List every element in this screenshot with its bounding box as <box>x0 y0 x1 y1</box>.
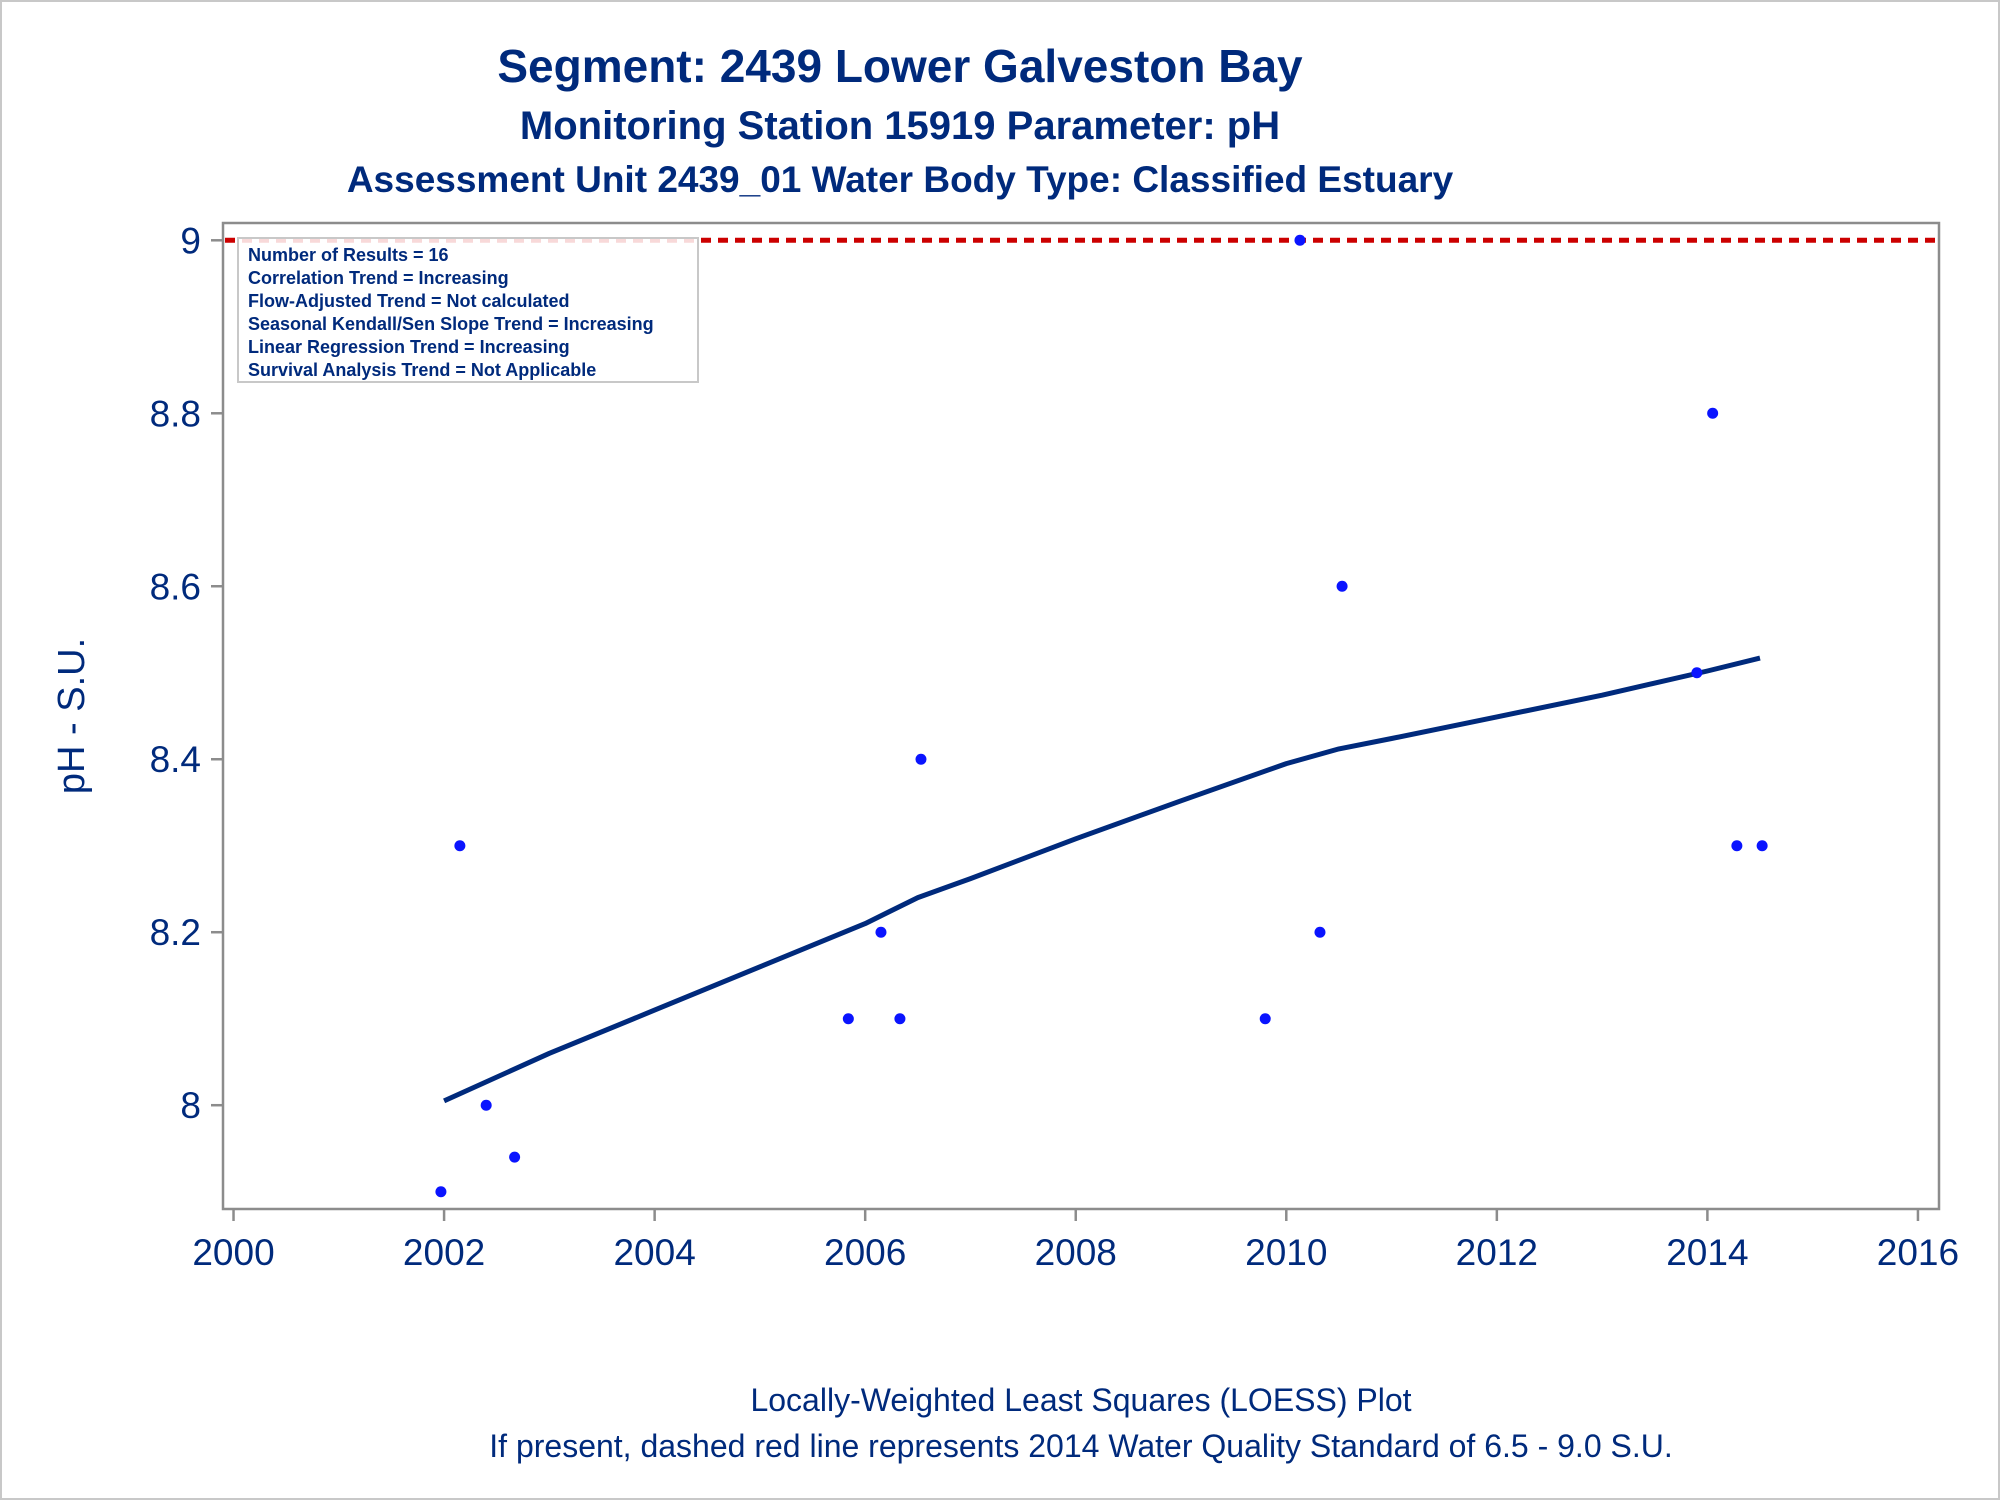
points-layer <box>435 234 1768 1198</box>
data-point <box>435 1186 447 1198</box>
data-point <box>894 1013 906 1025</box>
y-tick-label: 8.2 <box>150 912 201 953</box>
y-tick-label: 9 <box>180 220 201 261</box>
data-point <box>480 1099 492 1111</box>
footnote-1: Locally-Weighted Least Squares (LOESS) P… <box>750 1382 1411 1418</box>
x-tick-label: 2008 <box>1035 1232 1117 1273</box>
data-point <box>1314 926 1326 938</box>
trend-summary-line: Seasonal Kendall/Sen Slope Trend = Incre… <box>248 314 654 334</box>
x-tick-label: 2000 <box>192 1232 274 1273</box>
trend-summary-line: Survival Analysis Trend = Not Applicable <box>248 360 596 380</box>
plot-area <box>221 221 1941 1211</box>
data-point <box>1259 1013 1271 1025</box>
footnote-2: If present, dashed red line represents 2… <box>489 1428 1672 1464</box>
y-tick-label: 8.8 <box>150 393 201 434</box>
loess-curve <box>443 655 1761 1104</box>
y-tick-label: 8.6 <box>150 566 201 607</box>
x-tick-label: 2006 <box>824 1232 906 1273</box>
x-tick-label: 2004 <box>613 1232 695 1273</box>
trend-summary-box: Number of Results = 16 Correlation Trend… <box>237 237 699 383</box>
x-tick-label: 2010 <box>1245 1232 1327 1273</box>
data-point <box>875 926 887 938</box>
chart-title: Segment: 2439 Lower Galveston Bay <box>497 40 1303 92</box>
data-point <box>454 840 466 852</box>
x-tick-label: 2014 <box>1666 1232 1748 1273</box>
y-tick-label: 8 <box>180 1085 201 1126</box>
trend-summary-border <box>237 237 699 383</box>
loess-layer <box>443 655 1761 1104</box>
data-point <box>842 1013 854 1025</box>
data-point <box>915 753 927 765</box>
data-point <box>1707 407 1719 419</box>
trend-summary-line: Number of Results = 16 <box>248 245 449 265</box>
data-point <box>1691 667 1703 679</box>
axis-ticks: 2000 2002 2004 2006 2008 2010 2012 2014 2016 8 8.2… <box>150 220 1960 1273</box>
data-point <box>1731 840 1743 852</box>
trend-summary-line: Correlation Trend = Increasing <box>248 268 509 288</box>
x-tick-label: 2016 <box>1877 1232 1959 1273</box>
x-tick-label: 2012 <box>1456 1232 1538 1273</box>
x-tick-label: 2002 <box>403 1232 485 1273</box>
chart-subtitle-2: Assessment Unit 2439_01 Water Body Type:… <box>347 159 1454 200</box>
trend-summary-line: Flow-Adjusted Trend = Not calculated <box>248 291 570 311</box>
trend-summary-line: Linear Regression Trend = Increasing <box>248 337 570 357</box>
data-point <box>1756 840 1768 852</box>
data-point <box>509 1151 521 1163</box>
y-axis-label: pH - S.U. <box>51 638 93 794</box>
y-tick-label: 8.4 <box>150 739 201 780</box>
data-point <box>1336 580 1348 592</box>
chart-subtitle-1: Monitoring Station 15919 Parameter: pH <box>520 104 1280 148</box>
data-point <box>1294 234 1306 246</box>
